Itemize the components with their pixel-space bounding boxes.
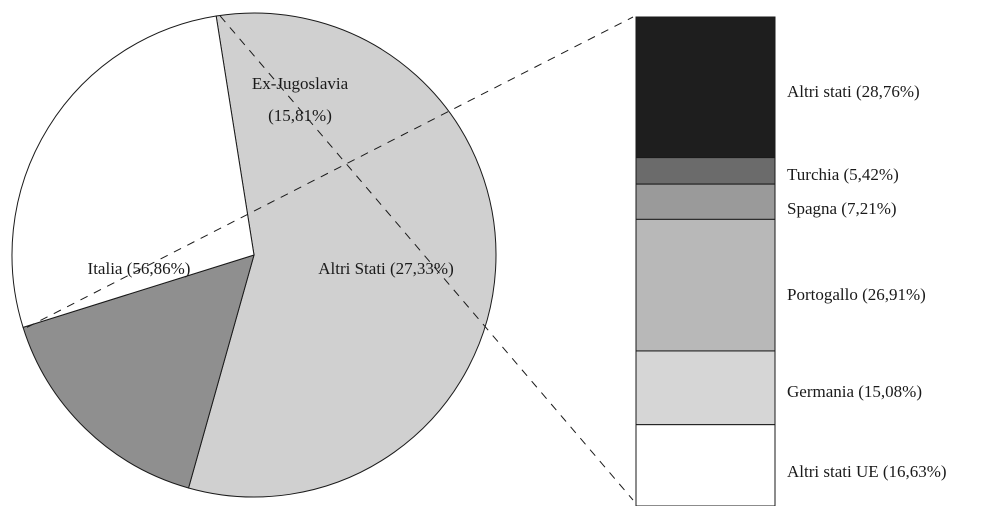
- bar-label-turchia: Turchia (5,42%): [787, 165, 899, 184]
- bar-segment-altri-stati-ue: [635, 424, 776, 506]
- bar-segment-portogallo: [635, 218, 776, 352]
- pie-slice-italia: [187, 12, 497, 498]
- bar-segment-spagna: [635, 183, 776, 220]
- pie-label-altri-stati: Altri Stati (27,33%): [318, 259, 454, 278]
- pie-label-ex-jugoslavia-name: Ex-Jugoslavia: [252, 74, 349, 93]
- bar-segment-turchia: [635, 157, 776, 185]
- bar-label-spagna: Spagna (7,21%): [787, 199, 897, 218]
- pie-slice-ex-jugoslavia: [22, 254, 255, 489]
- bar-segment-germania: [635, 350, 776, 426]
- pie-slice-altri-stati: [11, 15, 255, 328]
- pie-label-italia: Italia (56,86%): [88, 259, 191, 278]
- bar-label-altri-stati-ue: Altri stati UE (16,63%): [787, 462, 947, 481]
- connector-lines: [26, 15, 634, 501]
- bar-label-altri-stati: Altri stati (28,76%): [787, 82, 920, 101]
- bar-segment-altri-stati: [635, 16, 776, 159]
- stacked-bar-chart: [635, 16, 776, 506]
- bar-label-portogallo: Portogallo (26,91%): [787, 285, 926, 304]
- pie-label-ex-jugoslavia-value: (15,81%): [268, 106, 332, 125]
- pie-chart: [11, 12, 497, 498]
- connector-line-bottom: [219, 15, 634, 501]
- bar-label-germania: Germania (15,08%): [787, 382, 922, 401]
